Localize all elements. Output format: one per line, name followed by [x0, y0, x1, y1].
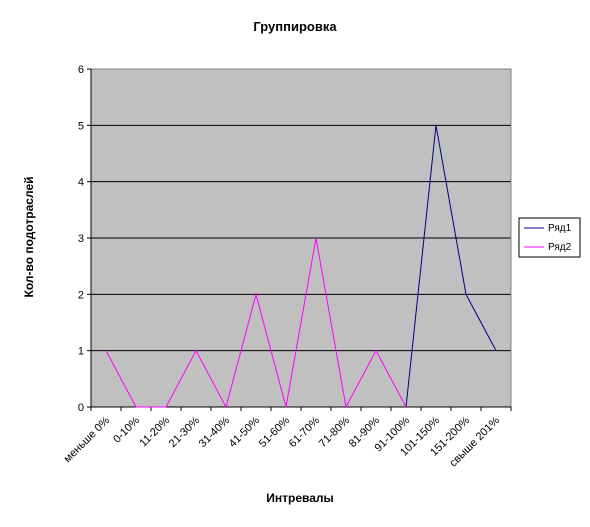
series-lines [105, 125, 497, 409]
y-axis-label: Кол-во подотраслей [22, 177, 36, 298]
x-tick-label-5: 41-50% [227, 414, 262, 449]
legend-box [518, 217, 581, 258]
x-tick-label-7: 61-70% [287, 414, 322, 449]
series-line-2 [105, 237, 407, 409]
y-ticks: 0 1 2 3 4 5 6 [78, 64, 91, 414]
x-tick-label-0: меньше 0% [62, 414, 113, 465]
legend-label-series-2: Ряд2 [548, 242, 572, 253]
x-ticks: меньше 0% 0-10%11-20%21-30%31-40%41-50%51… [62, 407, 512, 469]
x-tick-label-3: 21-30% [167, 414, 202, 449]
y-tick-label-1: 1 [78, 346, 84, 358]
y-tick-label-0: 0 [78, 402, 84, 414]
y-tick-label-5: 5 [78, 120, 84, 132]
x-tick-label-2: 11-20% [137, 414, 172, 449]
y-tick-label-4: 4 [78, 177, 84, 189]
y-tick-label-6: 6 [78, 64, 84, 76]
x-tick-label-6: 51-60% [257, 414, 292, 449]
y-tick-label-2: 2 [78, 289, 84, 301]
y-tick-label-3: 3 [78, 233, 84, 245]
legend: Ряд1 Ряд2 [518, 217, 581, 258]
x-tick-label-8: 71-80% [317, 414, 352, 449]
x-tick-label-4: 31-40% [197, 414, 232, 449]
chart-title: Группировка [253, 19, 337, 34]
legend-label-series-1: Ряд1 [548, 223, 572, 234]
series-line-1 [405, 125, 497, 408]
x-axis-label: Интревалы [266, 491, 334, 505]
